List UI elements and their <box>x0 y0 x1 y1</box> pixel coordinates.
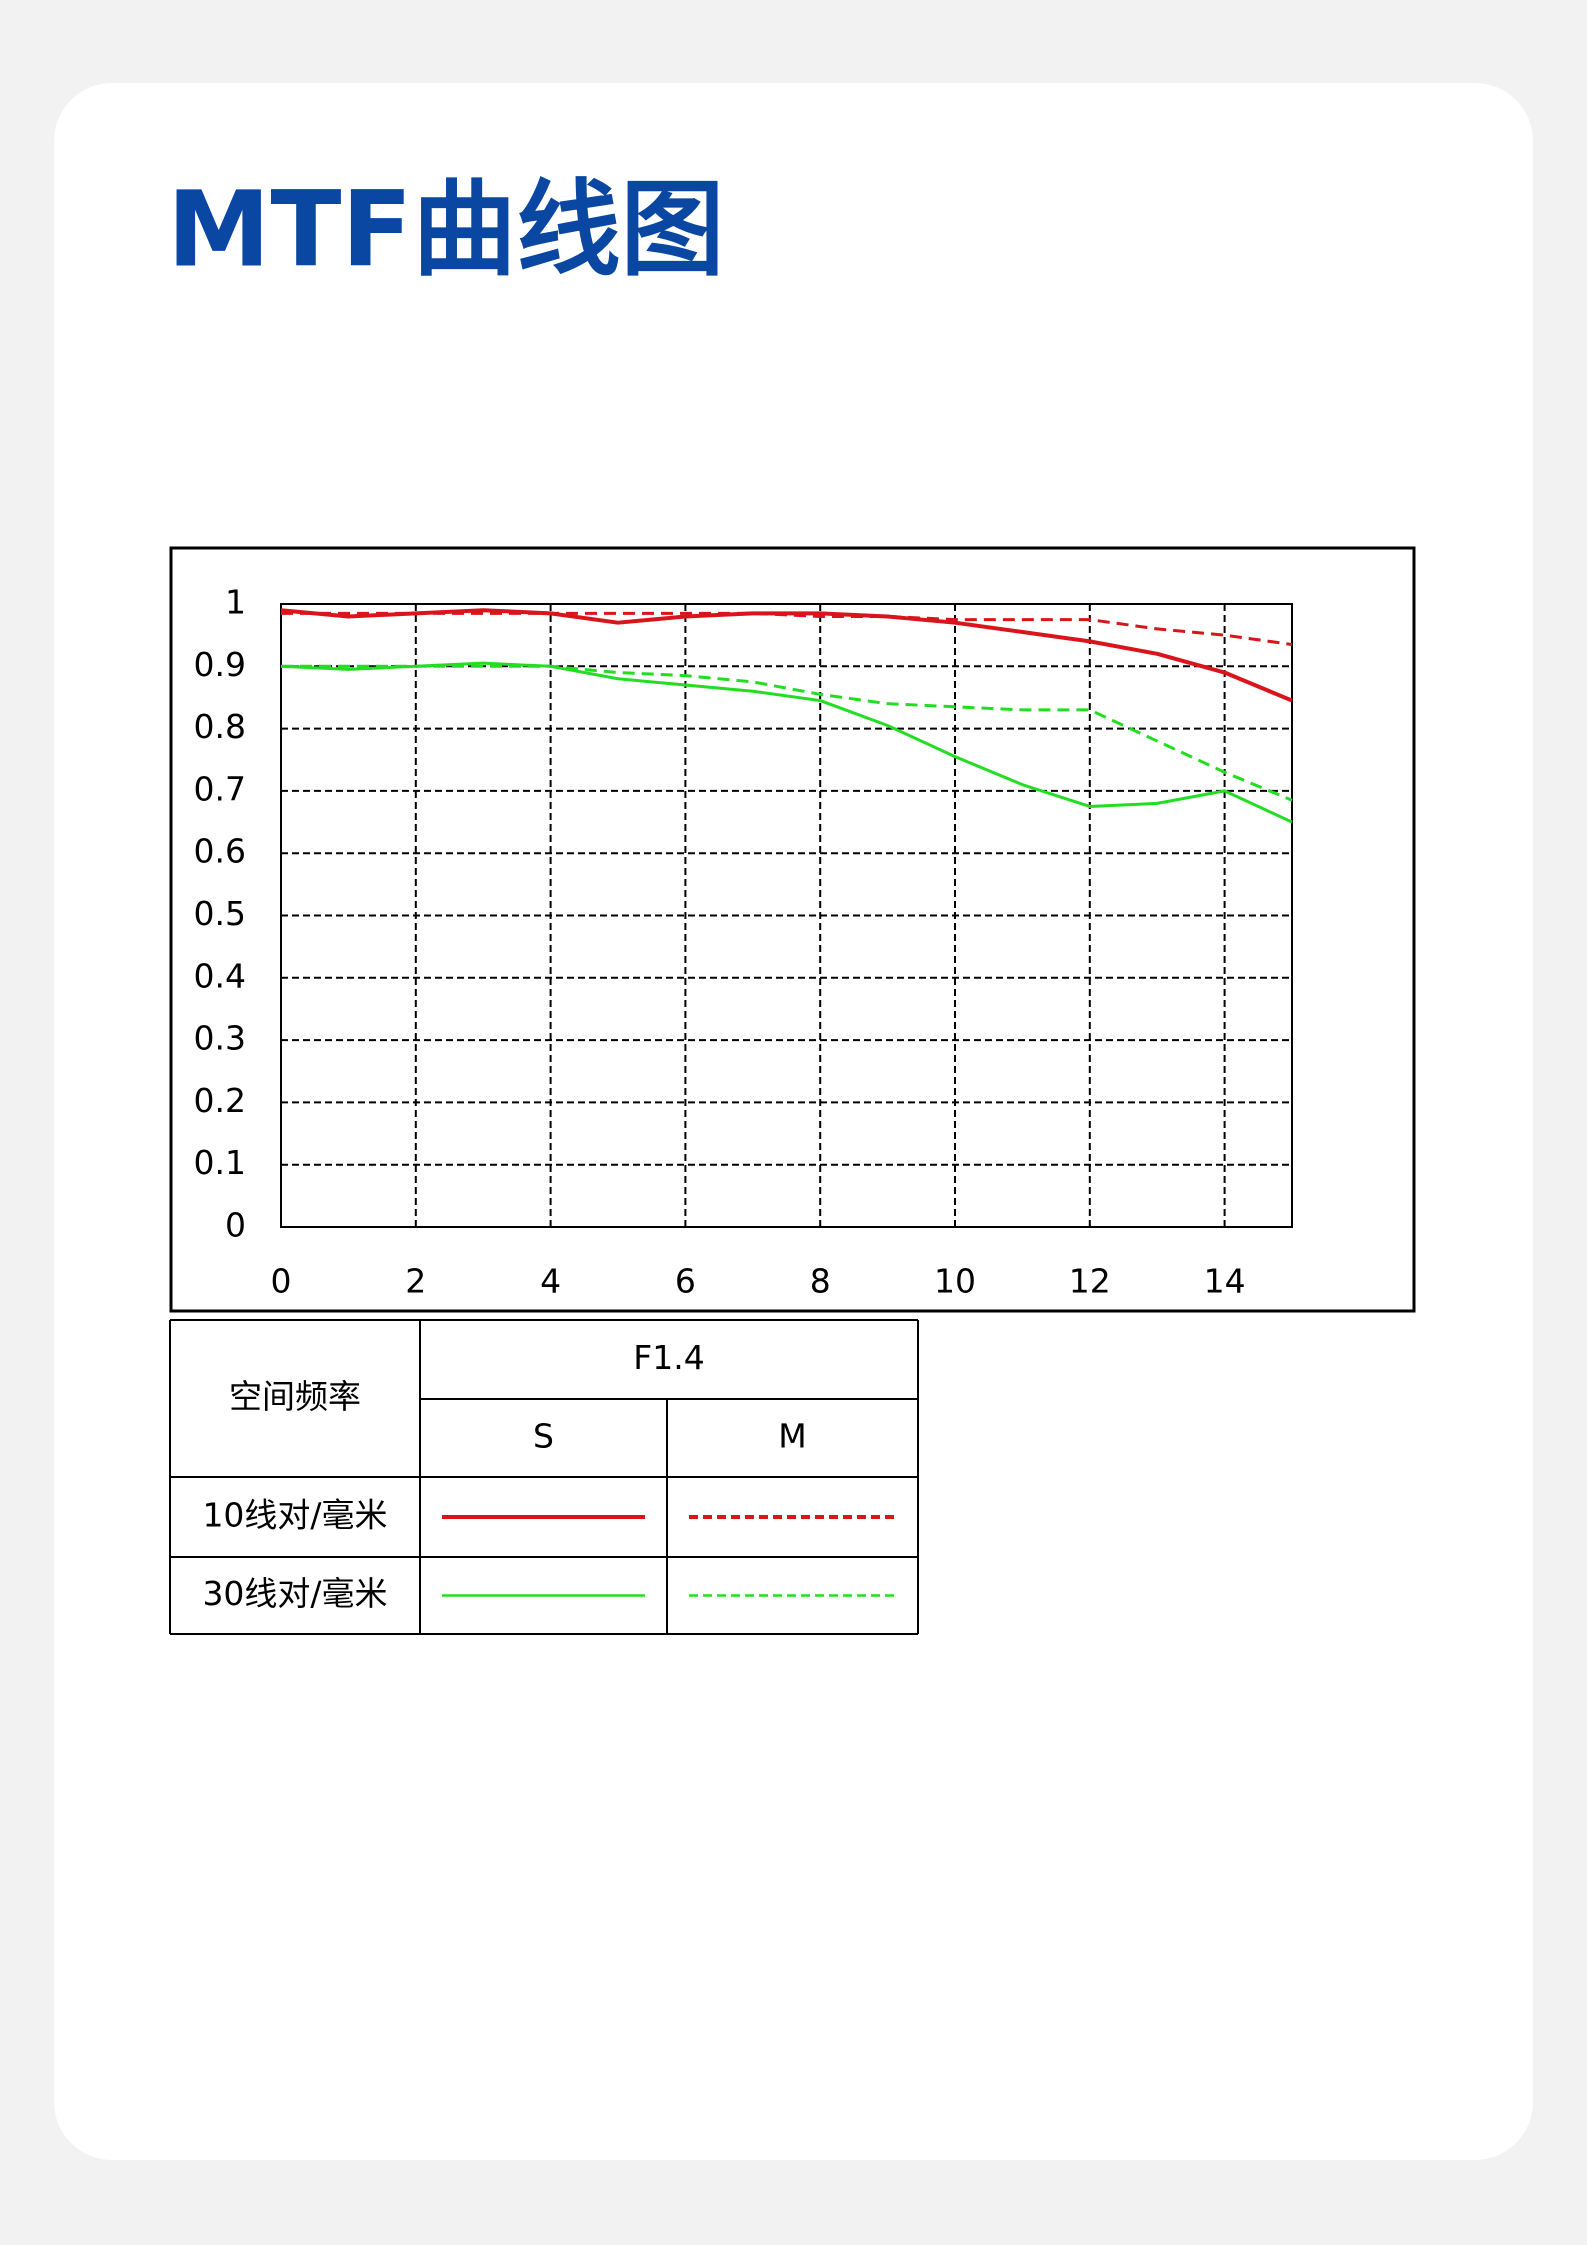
y-tick-label: 0.7 <box>194 769 246 808</box>
page-title: MTF曲线图 <box>167 168 724 290</box>
plot-area <box>280 603 1293 1228</box>
y-tick-label: 0 <box>225 1206 246 1245</box>
series-line <box>280 608 1293 703</box>
x-tick-label: 2 <box>405 1262 426 1301</box>
y-tick-label: 0.3 <box>194 1019 246 1058</box>
x-tick-label: 10 <box>934 1262 976 1301</box>
series-line <box>280 661 1293 824</box>
column-label: M <box>778 1417 806 1456</box>
aperture-label: F1.4 <box>633 1338 704 1377</box>
table-header: 空间频率 <box>229 1377 361 1416</box>
x-tick-label: 12 <box>1069 1262 1111 1301</box>
y-tick-label: 0.5 <box>194 894 246 933</box>
x-tick-label: 0 <box>271 1262 292 1301</box>
column-label: S <box>533 1417 554 1456</box>
y-tick-label: 0.2 <box>194 1081 246 1120</box>
x-tick-label: 8 <box>810 1262 831 1301</box>
y-tick-label: 0.4 <box>194 956 246 995</box>
chart-frame <box>169 546 1416 1313</box>
series-line <box>281 611 1293 646</box>
x-tick-label: 14 <box>1204 1262 1246 1301</box>
y-tick-label: 0.9 <box>194 645 246 684</box>
y-tick-label: 0.6 <box>194 832 246 871</box>
x-tick-label: 6 <box>675 1262 696 1301</box>
row-label: 30线对/毫米 <box>202 1574 387 1613</box>
y-tick-label: 0.1 <box>194 1143 246 1182</box>
y-tick-label: 0.8 <box>194 707 246 746</box>
x-tick-label: 4 <box>540 1262 561 1301</box>
y-tick-label: 1 <box>225 583 246 622</box>
row-label: 10线对/毫米 <box>202 1496 387 1535</box>
